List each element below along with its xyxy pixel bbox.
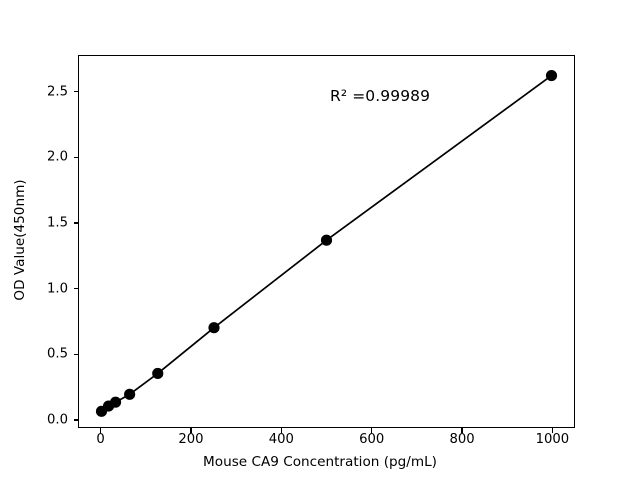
plot-area xyxy=(78,55,575,428)
x-axis-tick-label: 800 xyxy=(449,432,475,447)
x-axis-tick-label: 1000 xyxy=(535,432,570,447)
y-axis-tick-label: 2.5 xyxy=(47,84,68,100)
data-point-markers xyxy=(95,70,558,417)
y-axis-tick-label: 0.0 xyxy=(47,412,68,428)
data-point xyxy=(208,322,220,334)
y-axis-tick-label: 2.0 xyxy=(47,149,68,165)
x-axis-tick-label: 400 xyxy=(268,432,294,447)
y-axis-tick-mark xyxy=(73,222,78,224)
y-axis-tick-label: 1.5 xyxy=(47,215,68,231)
y-axis-label-container: OD Value(450nm) xyxy=(0,0,40,480)
data-svg xyxy=(95,70,558,417)
r-squared-annotation: R² =0.99989 xyxy=(330,87,431,105)
x-axis-tick-label: 200 xyxy=(178,432,204,447)
y-axis-label: OD Value(450nm) xyxy=(12,179,28,301)
data-point xyxy=(320,234,333,246)
x-axis-label: Mouse CA9 Concentration (pg/mL) xyxy=(203,454,437,470)
data-point xyxy=(545,70,558,82)
x-axis-tick-mark xyxy=(461,428,463,433)
y-axis-tick-mark xyxy=(73,353,78,356)
y-axis-tick-mark xyxy=(73,91,78,93)
x-axis-tick-mark xyxy=(190,428,192,433)
x-axis-tick-mark xyxy=(280,428,282,433)
y-axis-tick-label: 1.0 xyxy=(47,281,68,297)
y-axis-tick-label: 0.5 xyxy=(47,346,68,362)
x-axis-tick-mark xyxy=(99,428,102,433)
x-axis-tick-mark xyxy=(551,428,554,433)
data-point xyxy=(124,388,136,400)
x-axis-tick-mark xyxy=(371,428,373,433)
y-axis-tick-mark xyxy=(73,288,78,290)
x-axis-tick-label: 0 xyxy=(96,432,105,447)
x-axis-tick-label: 600 xyxy=(359,432,385,447)
y-axis-tick-mark xyxy=(73,156,78,159)
y-axis-tick-mark xyxy=(73,419,78,421)
data-point xyxy=(152,367,164,380)
data-point xyxy=(109,396,122,408)
